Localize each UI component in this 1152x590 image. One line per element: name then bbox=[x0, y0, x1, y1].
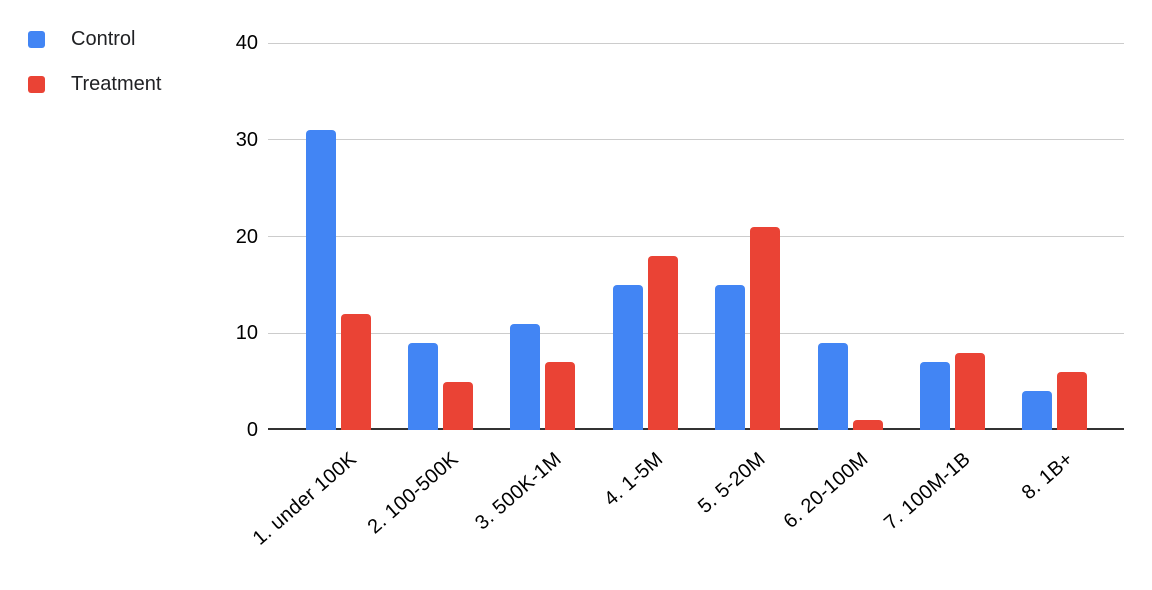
bar-group-6 bbox=[799, 43, 901, 430]
x-tick-label-4: 4. 1-5M bbox=[600, 448, 668, 511]
bar-group-5 bbox=[697, 43, 799, 430]
control-bar-3 bbox=[510, 323, 541, 430]
x-axis-line bbox=[268, 428, 1124, 430]
gridline-20 bbox=[268, 236, 1124, 237]
x-tick-label-8: 8. 1B+ bbox=[1017, 448, 1078, 505]
legend-label-treatment: Treatment bbox=[71, 73, 162, 95]
legend-item-control: Control bbox=[28, 29, 161, 49]
control-bar-4 bbox=[612, 284, 643, 430]
gridline-30 bbox=[268, 139, 1124, 141]
bar-group-4 bbox=[594, 43, 696, 430]
treatment-bar-4 bbox=[647, 255, 678, 430]
y-tick-label-40: 40 bbox=[235, 32, 258, 54]
y-tick-label-0: 0 bbox=[246, 419, 258, 441]
treatment-series-swatch-icon bbox=[28, 75, 45, 93]
y-tick-label-30: 30 bbox=[235, 128, 258, 151]
treatment-bar-8 bbox=[1057, 371, 1088, 430]
y-tick-label-10: 10 bbox=[235, 322, 258, 345]
y-axis-labels: 0 10 20 30 40 bbox=[0, 0, 258, 590]
control-bar-8 bbox=[1022, 391, 1053, 430]
treatment-bar-7 bbox=[954, 352, 985, 430]
treatment-bar-3 bbox=[545, 362, 576, 430]
legend: Control Treatment bbox=[28, 29, 161, 94]
bar-group-1 bbox=[287, 43, 389, 430]
legend-label-control: Control bbox=[71, 28, 136, 50]
x-tick-label-3: 3. 500K-1M bbox=[470, 448, 566, 535]
x-tick-label-5: 5. 5-20M bbox=[694, 448, 771, 518]
control-bar-7 bbox=[919, 362, 950, 430]
treatment-bar-1 bbox=[340, 313, 371, 430]
bar-group-2 bbox=[389, 43, 491, 430]
bar-group-7 bbox=[901, 43, 1003, 430]
plot-area bbox=[268, 42, 1124, 430]
treatment-bar-2 bbox=[443, 381, 474, 430]
control-bar-5 bbox=[715, 284, 746, 430]
bars-row bbox=[287, 43, 1106, 430]
treatment-bar-6 bbox=[852, 420, 883, 430]
legend-item-treatment: Treatment bbox=[28, 74, 161, 94]
gridline-40 bbox=[268, 42, 1124, 44]
x-tick-label-1: 1. under 100K bbox=[248, 448, 361, 550]
x-tick-label-7: 7. 100M-1B bbox=[880, 448, 975, 535]
treatment-bar-5 bbox=[750, 226, 781, 430]
gridline-10 bbox=[268, 332, 1124, 334]
control-bar-1 bbox=[305, 130, 336, 430]
control-bar-6 bbox=[817, 342, 848, 430]
control-bar-2 bbox=[408, 342, 439, 430]
y-tick-label-20: 20 bbox=[235, 225, 258, 248]
x-tick-label-6: 6. 20-100M bbox=[779, 448, 873, 533]
x-tick-label-2: 2. 100-500K bbox=[363, 448, 463, 539]
bar-group-3 bbox=[492, 43, 594, 430]
bar-group-8 bbox=[1004, 43, 1106, 430]
control-series-swatch-icon bbox=[28, 30, 45, 48]
